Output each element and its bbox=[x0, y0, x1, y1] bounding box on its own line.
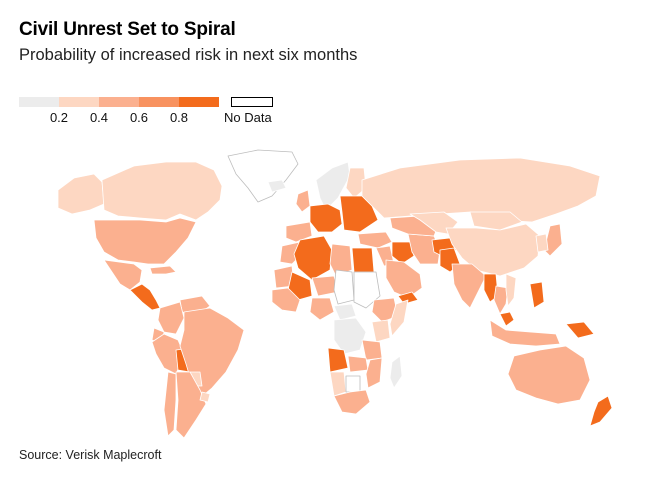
region-nigeria bbox=[309, 297, 335, 321]
region-mexico bbox=[103, 259, 143, 291]
region-south-africa bbox=[333, 389, 371, 415]
region-dr-congo bbox=[333, 317, 367, 355]
region-scandinavia bbox=[315, 161, 351, 211]
legend-swatch bbox=[99, 97, 139, 107]
region-saudi-arabia bbox=[385, 259, 423, 299]
region-mozambique bbox=[365, 357, 383, 389]
region-chad bbox=[333, 269, 355, 305]
legend-no-data-swatch bbox=[231, 97, 273, 107]
region-angola bbox=[327, 347, 349, 373]
region-iceland bbox=[267, 179, 287, 193]
region-ethiopia bbox=[371, 297, 399, 323]
world-map bbox=[57, 149, 613, 439]
region-canada bbox=[101, 161, 223, 221]
region-namibia bbox=[329, 371, 347, 397]
region-algeria bbox=[293, 235, 333, 281]
legend-no-data-label: No Data bbox=[224, 110, 272, 125]
region-central-america bbox=[129, 283, 161, 311]
region-iraq bbox=[391, 241, 415, 265]
chart-title: Civil Unrest Set to Spiral bbox=[19, 19, 236, 40]
region-alaska bbox=[57, 173, 105, 215]
region-uruguay bbox=[199, 391, 211, 403]
region-colombia bbox=[157, 301, 185, 335]
legend-swatch bbox=[59, 97, 99, 107]
region-west-africa bbox=[271, 287, 301, 313]
region-kenya bbox=[371, 319, 391, 343]
region-indonesia bbox=[489, 319, 561, 347]
region-zambia bbox=[347, 355, 369, 373]
region-finland bbox=[345, 167, 367, 199]
legend-tick: 0.2 bbox=[49, 110, 69, 125]
source-note: Source: Verisk Maplecroft bbox=[19, 448, 162, 462]
region-tanzania bbox=[361, 339, 383, 361]
region-sudan bbox=[353, 271, 381, 309]
region-india bbox=[451, 263, 487, 309]
region-yemen bbox=[397, 291, 419, 305]
region-philippines bbox=[529, 281, 545, 309]
region-chile bbox=[163, 371, 177, 437]
region-papua-new-guinea bbox=[565, 321, 595, 339]
region-australia bbox=[507, 345, 591, 405]
region-western-europe bbox=[309, 203, 343, 233]
legend-swatch bbox=[179, 97, 219, 107]
region-malaysia bbox=[499, 311, 515, 327]
chart-subtitle: Probability of increased risk in next si… bbox=[19, 46, 358, 64]
region-vietnam bbox=[505, 273, 517, 307]
region-korea bbox=[535, 233, 549, 253]
region-new-zealand bbox=[589, 395, 613, 427]
region-greenland bbox=[227, 149, 299, 203]
color-legend: 0.2 0.4 0.6 0.8 No Data bbox=[19, 97, 289, 131]
legend-tick: 0.4 bbox=[89, 110, 109, 125]
region-botswana bbox=[345, 375, 361, 393]
region-united-kingdom bbox=[295, 189, 311, 213]
region-madagascar bbox=[389, 355, 403, 389]
region-china bbox=[445, 223, 541, 277]
legend-tick: 0.6 bbox=[129, 110, 149, 125]
region-argentina bbox=[175, 371, 207, 439]
legend-swatch bbox=[19, 97, 59, 107]
region-russia bbox=[361, 157, 601, 223]
region-mongolia bbox=[469, 211, 523, 231]
region-somalia bbox=[389, 299, 409, 337]
region-united-states bbox=[93, 217, 197, 265]
region-central-african-republic bbox=[333, 303, 357, 321]
region-turkey bbox=[357, 231, 393, 249]
legend-tick: 0.8 bbox=[169, 110, 189, 125]
legend-swatch bbox=[139, 97, 179, 107]
region-mali bbox=[287, 271, 313, 301]
region-egypt bbox=[351, 247, 375, 273]
region-cuba bbox=[149, 265, 177, 275]
